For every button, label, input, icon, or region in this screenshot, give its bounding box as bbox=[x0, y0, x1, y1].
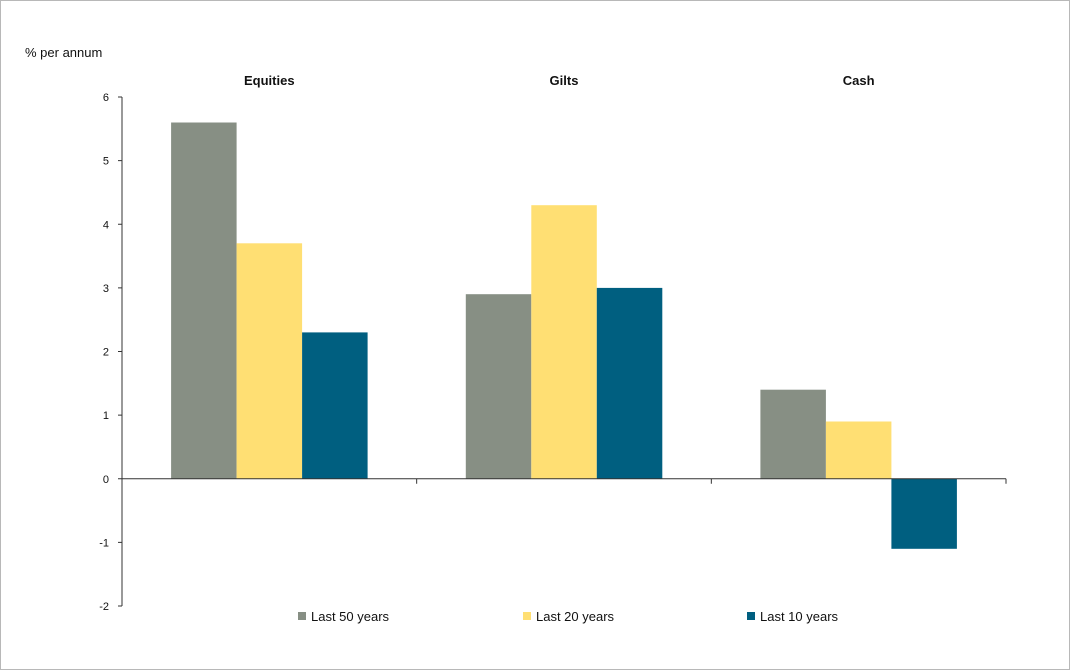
bar-cash-last-10-years bbox=[891, 478, 957, 549]
y-tick-label: 6 bbox=[103, 92, 109, 104]
y-tick-label: 1 bbox=[103, 410, 109, 422]
legend-item-last-10-years: Last 10 years bbox=[747, 609, 839, 624]
legend-item-last-20-years: Last 20 years bbox=[523, 609, 615, 624]
y-tick-label: 3 bbox=[103, 283, 109, 295]
y-tick-label: -1 bbox=[99, 537, 109, 549]
bar-gilts-last-50-years bbox=[465, 294, 532, 479]
bar-gilts-last-20-years bbox=[531, 205, 597, 479]
bar-equities-last-20-years bbox=[236, 243, 303, 479]
bar-gilts-last-10-years bbox=[596, 287, 663, 479]
legend-swatch bbox=[747, 612, 755, 620]
bar-cash-last-20-years bbox=[825, 421, 892, 479]
category-title-gilts: Gilts bbox=[550, 73, 579, 88]
y-tick-label: -2 bbox=[99, 601, 109, 613]
bars bbox=[171, 122, 957, 549]
category-title-equities: Equities bbox=[244, 73, 295, 88]
y-tick-label: 4 bbox=[103, 219, 109, 231]
y-tick-label: 0 bbox=[103, 474, 109, 486]
bar-equities-last-10-years bbox=[302, 332, 368, 479]
legend-swatch bbox=[298, 612, 306, 620]
bar-cash-last-50-years bbox=[760, 389, 826, 479]
legend: Last 50 years Last 20 years Last 10 years bbox=[298, 609, 839, 624]
legend-item-last-50-years: Last 50 years bbox=[298, 609, 390, 624]
category-title-cash: Cash bbox=[843, 73, 875, 88]
category-titles: Equities Gilts Cash bbox=[244, 73, 875, 88]
y-tick-label: 5 bbox=[103, 156, 109, 168]
legend-label: Last 20 years bbox=[536, 609, 615, 624]
bar-equities-last-50-years bbox=[171, 122, 237, 479]
axes: -2 -1 0 1 2 3 4 5 6 bbox=[99, 92, 1007, 613]
legend-label: Last 50 years bbox=[311, 609, 390, 624]
legend-swatch bbox=[523, 612, 531, 620]
legend-label: Last 10 years bbox=[760, 609, 839, 624]
y-axis-unit-label: % per annum bbox=[25, 45, 102, 60]
y-tick-label: 2 bbox=[103, 347, 109, 359]
